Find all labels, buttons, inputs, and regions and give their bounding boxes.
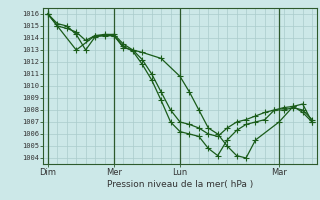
X-axis label: Pression niveau de la mer( hPa ): Pression niveau de la mer( hPa ) bbox=[107, 180, 253, 189]
